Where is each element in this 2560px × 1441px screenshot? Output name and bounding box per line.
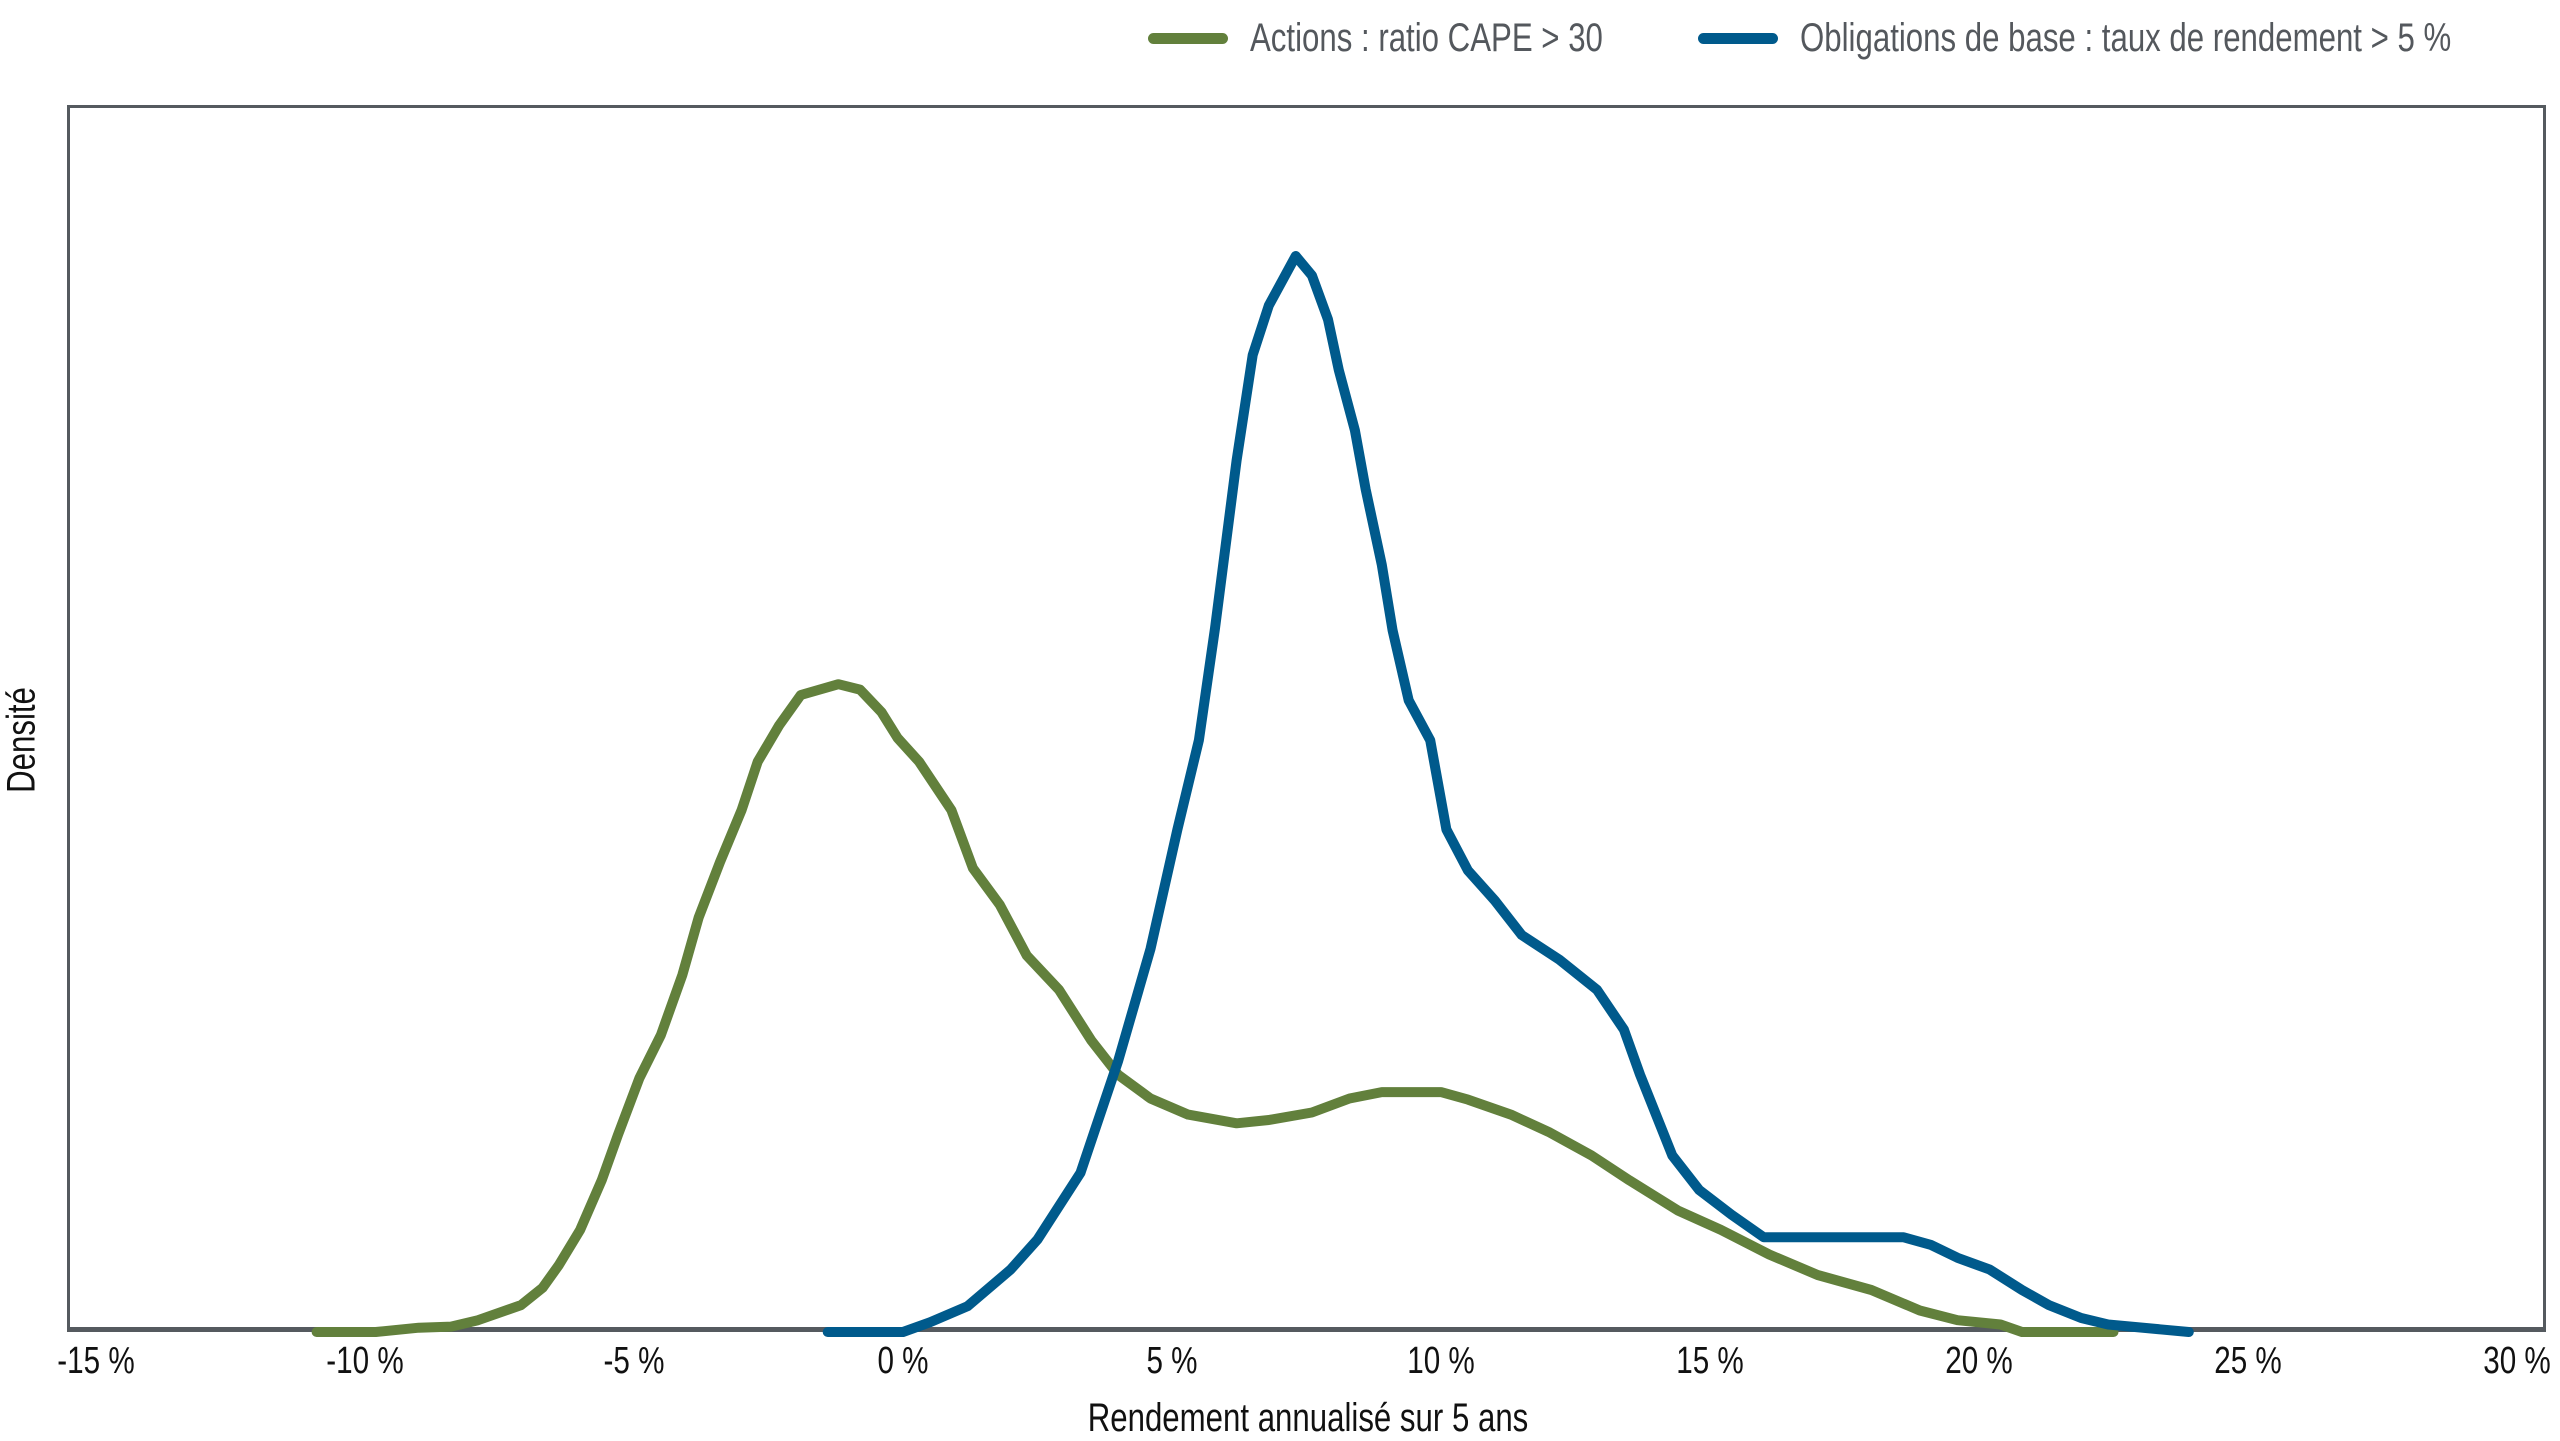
x-tick-label: 30 % (2483, 1340, 2551, 1382)
x-axis-line (67, 1327, 2546, 1332)
x-tick-label: 15 % (1676, 1340, 1744, 1382)
x-tick-label: 25 % (2214, 1340, 2282, 1382)
series-line-equities (311, 679, 2119, 1337)
series-line-bonds (822, 251, 2194, 1337)
x-tick-label: 10 % (1407, 1340, 1475, 1382)
plot-area-frame (67, 105, 2546, 1327)
x-tick-label: -10 % (326, 1340, 404, 1382)
x-tick-label: -5 % (603, 1340, 665, 1382)
legend-item-bonds: Obligations de base : taux de rendement … (1698, 16, 2520, 61)
x-axis-title: Rendement annualisé sur 5 ans (1087, 1396, 1529, 1440)
chart-legend: Actions : ratio CAPE > 30 Obligations de… (1148, 8, 2520, 68)
legend-label-bonds: Obligations de base : taux de rendement … (1800, 15, 2452, 60)
x-tick-label: 0 % (877, 1340, 929, 1382)
x-tick-label: -15 % (57, 1340, 135, 1382)
legend-swatch-bonds (1698, 32, 1778, 44)
legend-swatch-equities (1148, 32, 1228, 44)
x-tick-label: 5 % (1146, 1340, 1198, 1382)
x-tick-label: 20 % (1945, 1340, 2013, 1382)
legend-item-equities: Actions : ratio CAPE > 30 (1148, 16, 1640, 61)
legend-label-equities: Actions : ratio CAPE > 30 (1250, 15, 1603, 60)
y-axis-title: Densité (0, 687, 44, 793)
